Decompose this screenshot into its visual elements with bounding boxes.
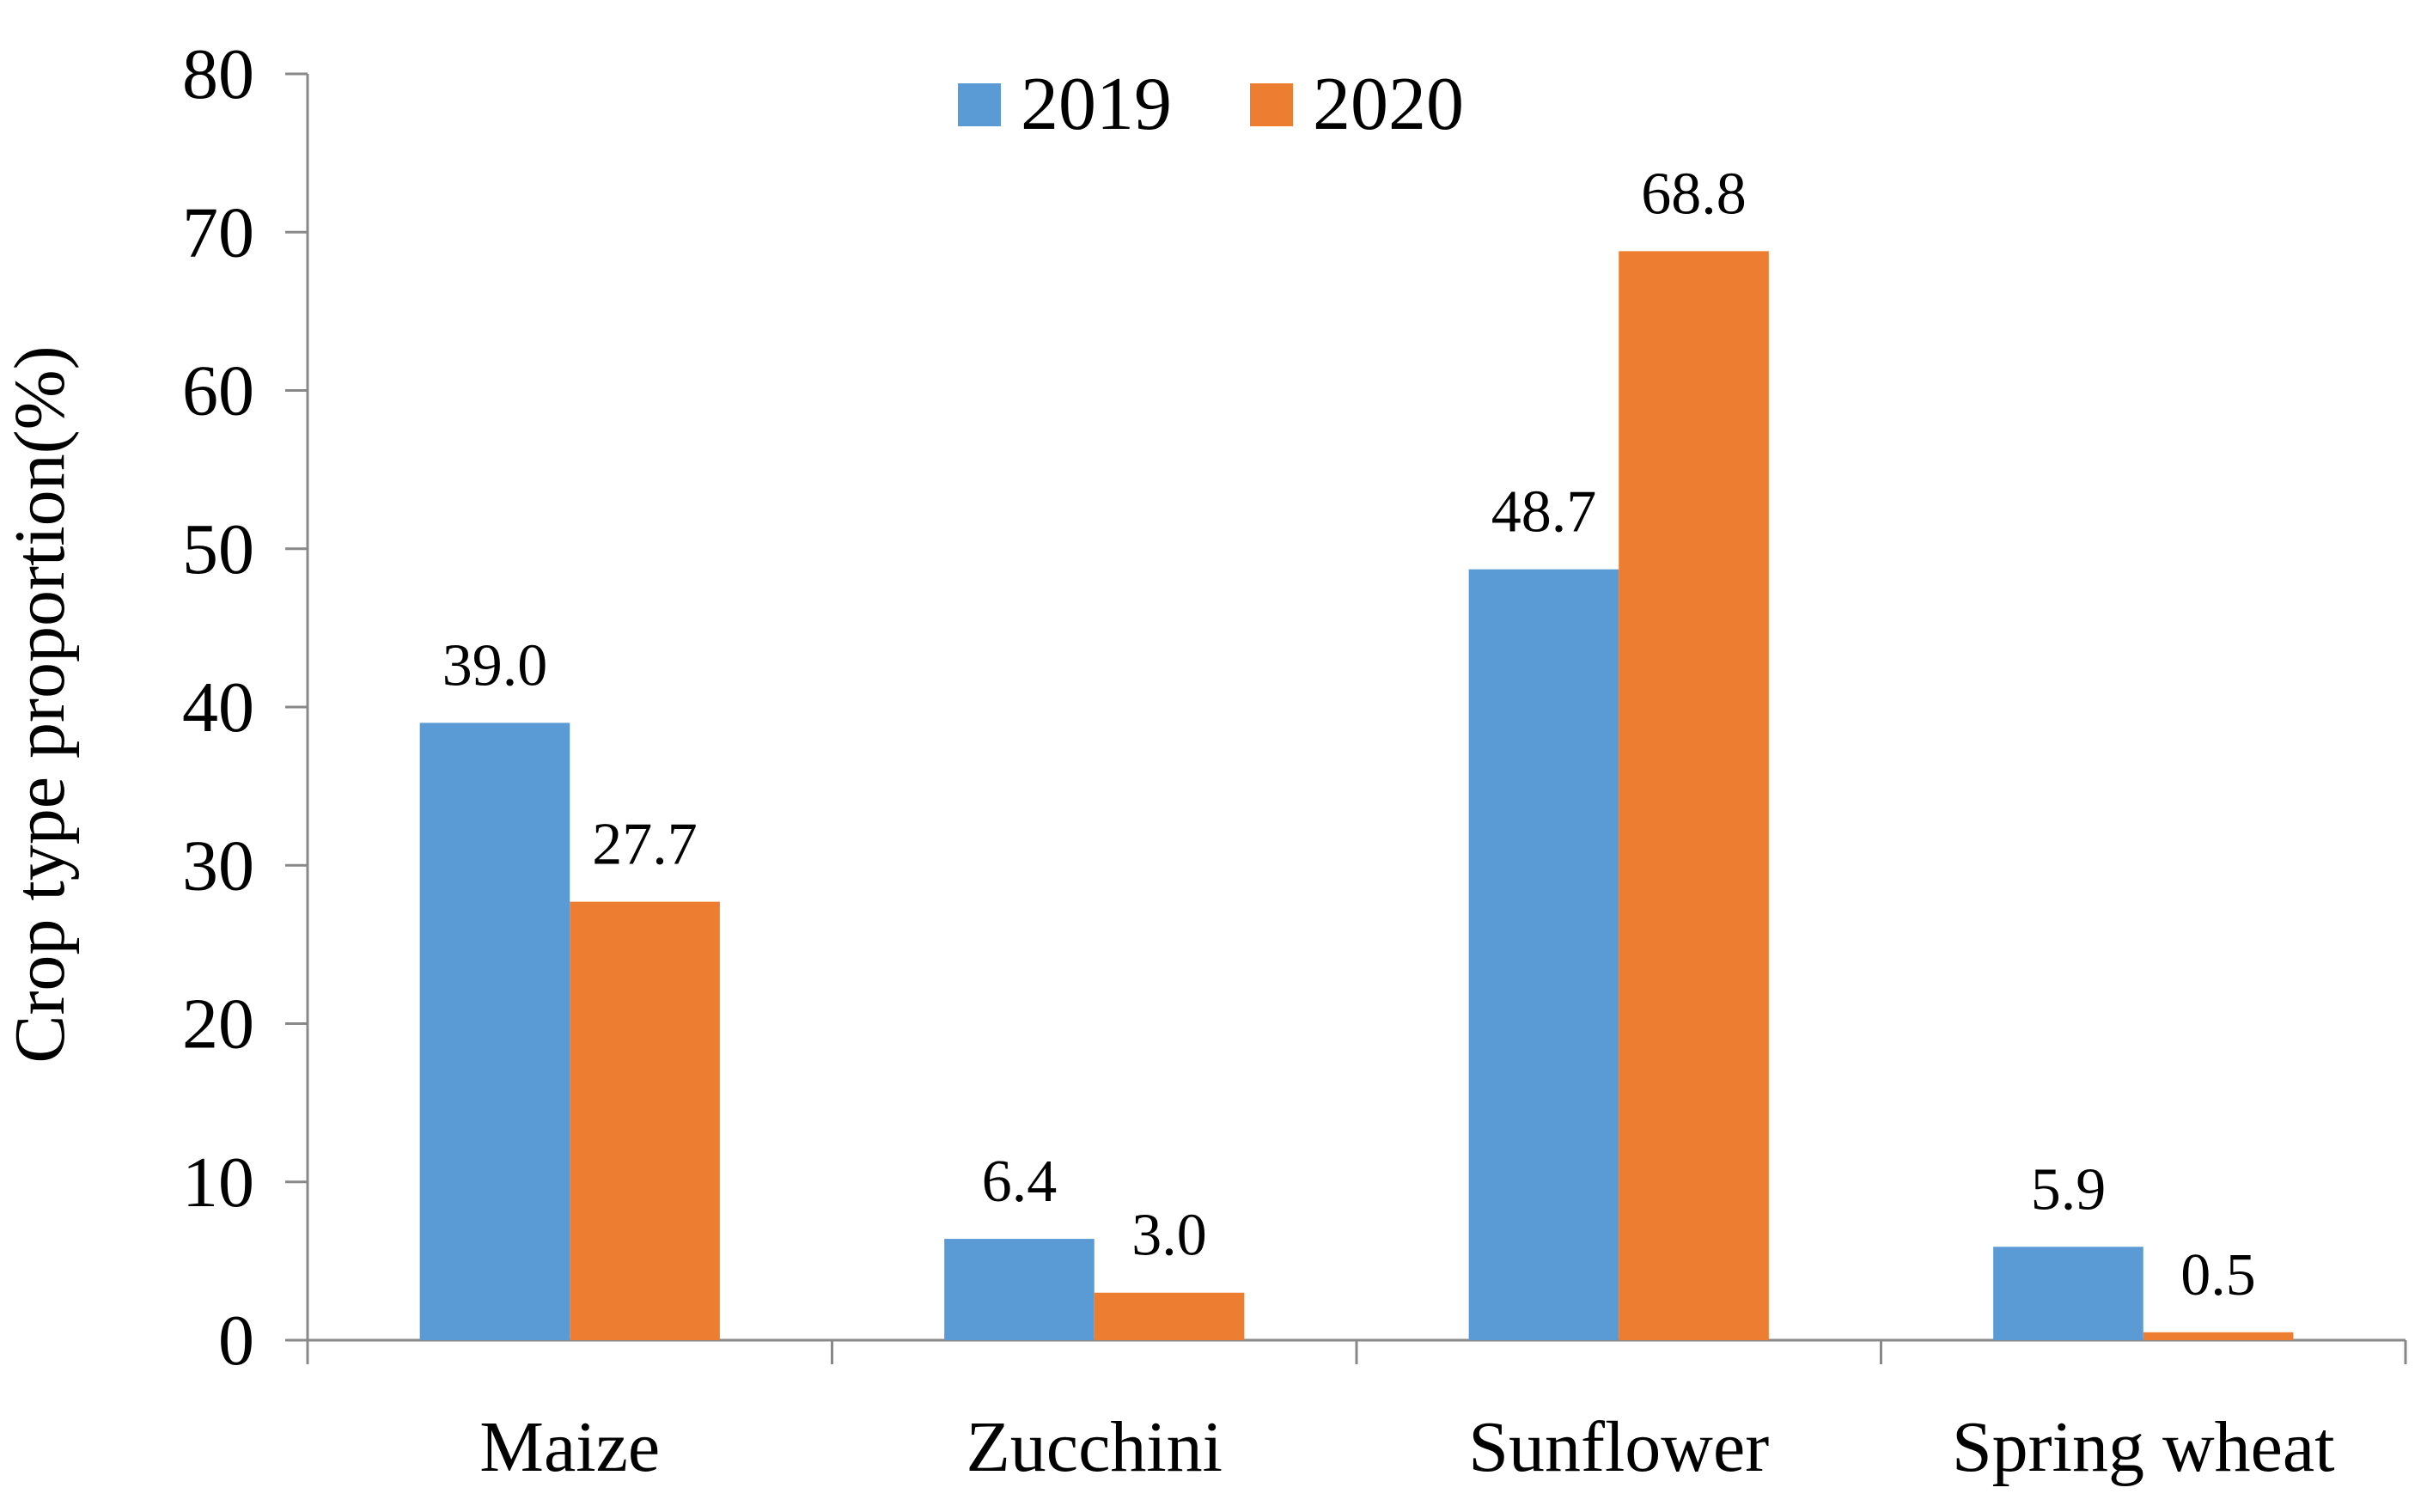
bar-2019-zucchini: [944, 1239, 1095, 1340]
legend-swatch-2020: [1250, 83, 1293, 126]
data-label: 27.7: [592, 812, 698, 878]
y-tick-label: 30: [182, 826, 254, 905]
data-label: 39.0: [442, 632, 548, 698]
y-tick-label: 50: [182, 509, 254, 589]
data-label: 0.5: [2180, 1242, 2256, 1308]
bar-2019-sunflower: [1468, 569, 1619, 1340]
legend-label-2019: 2019: [1021, 63, 1172, 146]
bar-2020-spring-wheat: [2143, 1332, 2294, 1340]
y-tick-label: 60: [182, 351, 254, 431]
legend-swatch-2019: [958, 83, 1001, 126]
y-tick-label: 80: [182, 34, 254, 114]
bar-2020-sunflower: [1619, 251, 1769, 1340]
bar-2019-maize: [419, 722, 570, 1340]
data-label: 48.7: [1491, 479, 1597, 546]
y-tick-label: 20: [182, 985, 254, 1064]
x-category-label: Zucchini: [966, 1407, 1223, 1487]
legend[interactable]: 2019 2020: [958, 63, 1464, 146]
y-tick-label: 10: [182, 1143, 254, 1222]
data-label: 3.0: [1131, 1203, 1207, 1269]
data-labels: 39.0 27.7 6.4 3.0 48.7 68.8 5.9 0.5: [442, 161, 2256, 1308]
y-axis-title: Crop type proportion(%): [0, 345, 80, 1063]
legend-label-2020: 2020: [1313, 63, 1464, 146]
x-category-label: Maize: [479, 1407, 660, 1487]
y-axis: 0 10 20 30 40 50 60 70 80: [182, 34, 309, 1381]
y-tick-label: 70: [182, 192, 254, 272]
y-tick-label: 0: [218, 1301, 254, 1381]
bars: [419, 251, 2294, 1340]
bar-2019-spring-wheat: [1993, 1247, 2143, 1340]
data-label: 5.9: [2031, 1156, 2107, 1222]
x-category-label: Spring wheat: [1952, 1407, 2335, 1487]
bar-2020-zucchini: [1094, 1292, 1245, 1340]
x-category-label: Sunflower: [1468, 1407, 1769, 1487]
bar-2020-maize: [570, 901, 720, 1340]
data-label: 6.4: [982, 1149, 1058, 1215]
data-label: 68.8: [1641, 161, 1747, 227]
x-axis: Maize Zucchini Sunflower Spring wheat: [306, 1338, 2407, 1487]
y-tick-label: 40: [182, 668, 254, 747]
